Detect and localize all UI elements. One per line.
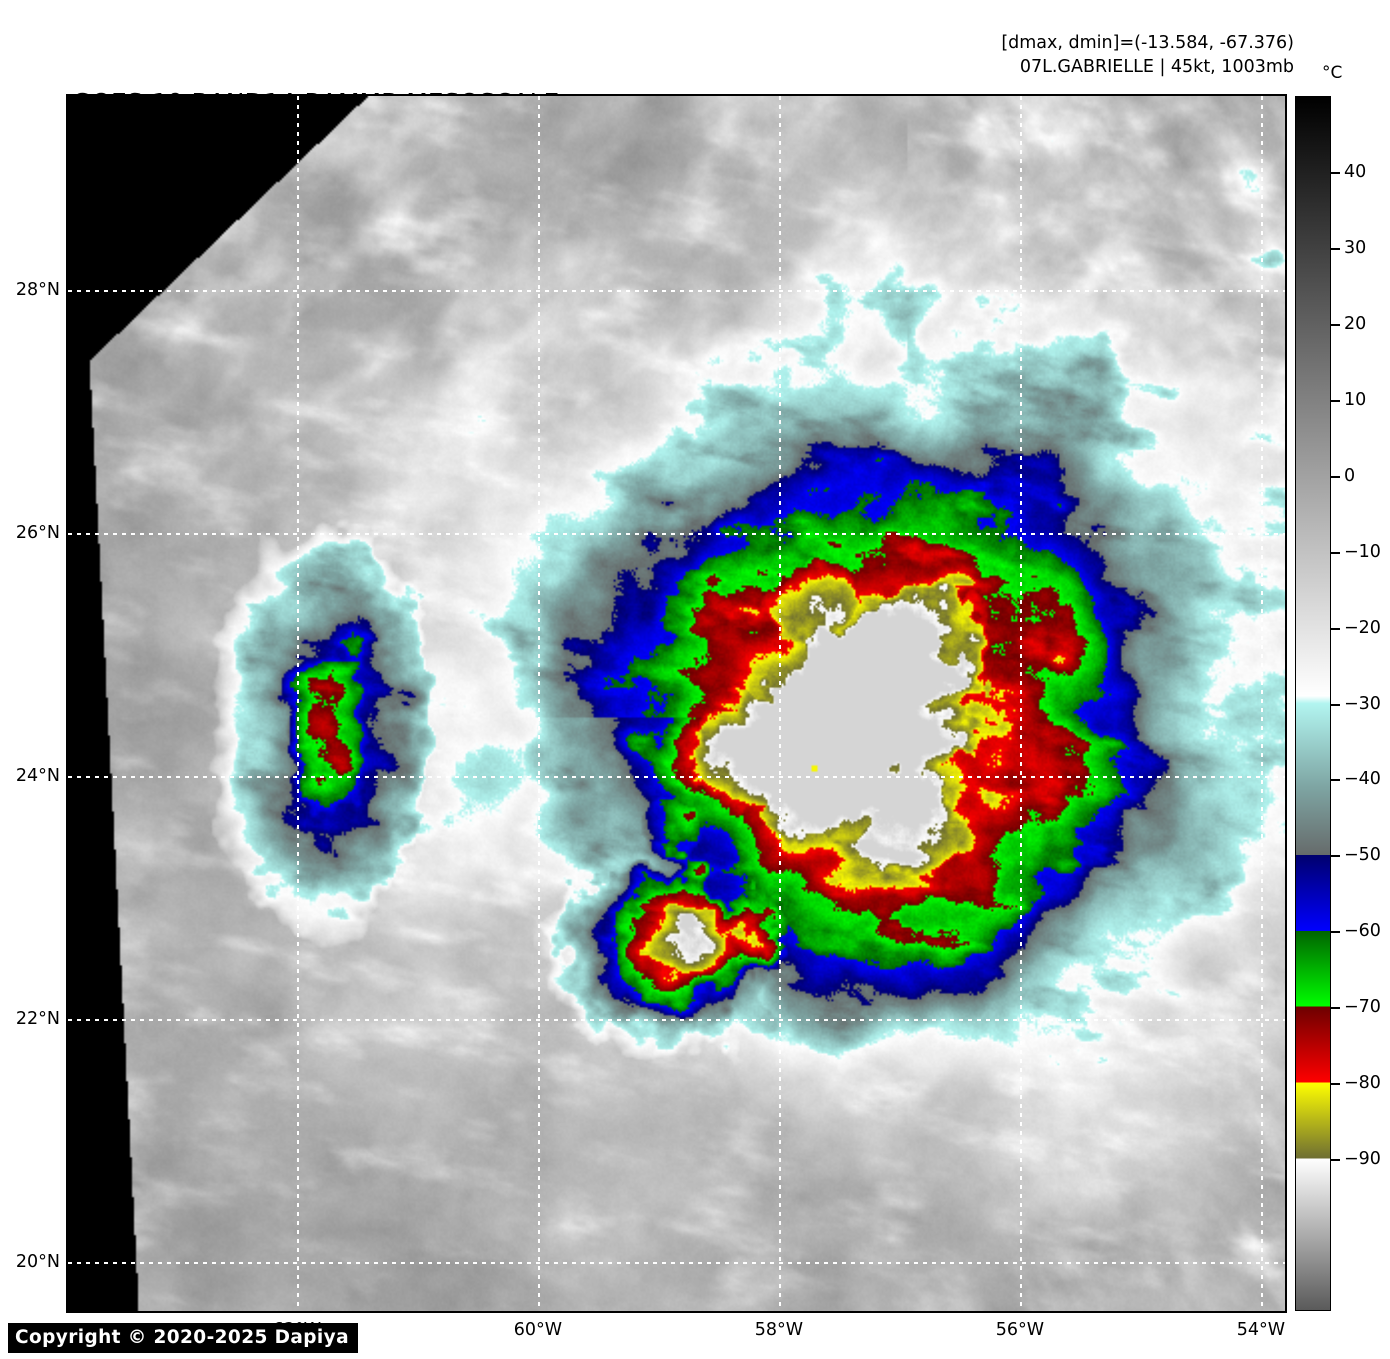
- colorbar-tick: [1331, 475, 1340, 478]
- colorbar-unit-label: °C: [1322, 63, 1343, 83]
- colorbar-tick: [1331, 627, 1340, 630]
- colorbar-tick-label: −20: [1344, 617, 1381, 638]
- colorbar-tick-label: −80: [1344, 1073, 1381, 1094]
- colorbar-tick-label: 0: [1344, 465, 1356, 486]
- colorbar-tick-label: −40: [1344, 769, 1381, 790]
- colorbar-tick: [1331, 323, 1340, 326]
- lat-tick-label: 20°N: [15, 1252, 60, 1273]
- lon-tick-label: 58°W: [754, 1320, 804, 1340]
- colorbar-gradient: [1296, 97, 1330, 1310]
- colorbar-tick-label: 20: [1344, 313, 1367, 334]
- colorbar-tick-label: −50: [1344, 845, 1381, 866]
- colorbar-tick-label: −60: [1344, 921, 1381, 942]
- satellite-raster: [68, 96, 1285, 1311]
- colorbar-tick-label: −90: [1344, 1149, 1381, 1170]
- colorbar-tick: [1331, 1083, 1340, 1086]
- colorbar-tick: [1331, 779, 1340, 782]
- satellite-image-plot: [68, 96, 1285, 1311]
- lat-tick-label: 22°N: [15, 1009, 60, 1030]
- lon-tick-label: 60°W: [513, 1320, 563, 1340]
- temperature-colorbar: [1295, 96, 1331, 1311]
- colorbar-tick-label: −70: [1344, 997, 1381, 1018]
- dmax-dmin-label: [dmax, dmin]=(-13.584, -67.376): [1001, 33, 1294, 53]
- storm-info-label: 07L.GABRIELLE | 45kt, 1003mb: [1019, 57, 1294, 77]
- copyright-notice: Copyright © 2020-2025 Dapiya: [8, 1323, 358, 1353]
- colorbar-tick: [1331, 1007, 1340, 1010]
- colorbar-tick-label: −30: [1344, 693, 1381, 714]
- colorbar-tick: [1331, 931, 1340, 934]
- lat-tick-label: 24°N: [15, 766, 60, 787]
- colorbar-tick-label: −10: [1344, 541, 1381, 562]
- lon-tick-label: 56°W: [995, 1320, 1045, 1340]
- colorbar-tick: [1331, 551, 1340, 554]
- lon-tick-label: 54°W: [1236, 1320, 1286, 1340]
- colorbar-tick: [1331, 855, 1340, 858]
- colorbar-tick: [1331, 399, 1340, 402]
- colorbar-tick: [1331, 171, 1340, 174]
- colorbar-tick: [1331, 703, 1340, 706]
- colorbar-tick-label: 30: [1344, 237, 1367, 258]
- metadata-block: [dmax, dmin]=(-13.584, -67.376) 07L.GABR…: [1001, 31, 1294, 79]
- lat-tick-label: 26°N: [15, 523, 60, 544]
- colorbar-tick: [1331, 1159, 1340, 1162]
- colorbar-tick-label: 40: [1344, 161, 1367, 182]
- colorbar-tick: [1331, 247, 1340, 250]
- colorbar-tick-label: 10: [1344, 389, 1367, 410]
- lat-tick-label: 28°N: [15, 280, 60, 301]
